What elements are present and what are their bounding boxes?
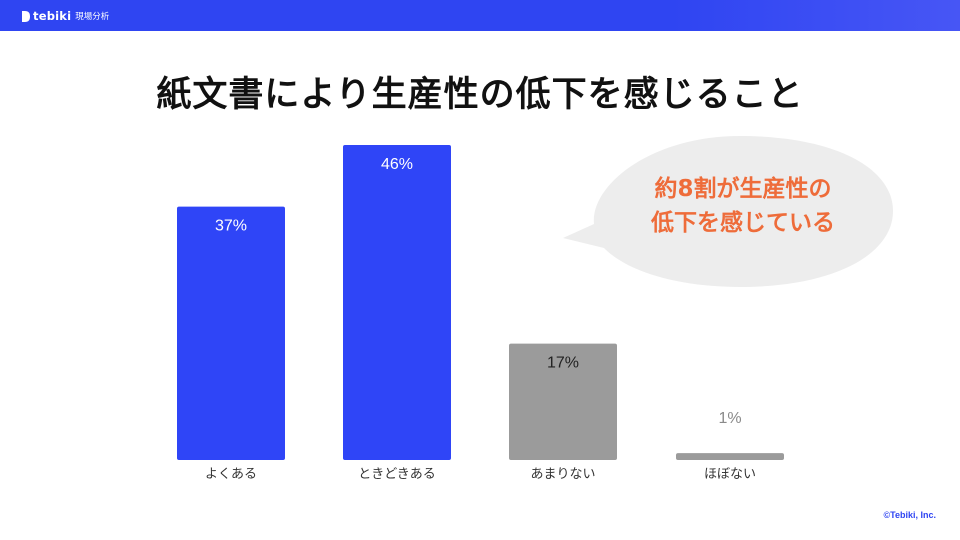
bar-2 (343, 145, 451, 460)
speech-bubble (563, 136, 893, 287)
brand-name: tebiki (33, 9, 72, 23)
callout-line-2: 低下を感じている (651, 210, 835, 236)
header-bar: tebiki 現場分析 (0, 0, 960, 31)
category-label: あまりない (530, 467, 595, 482)
bar-1 (177, 206, 285, 460)
category-label: ほぼない (704, 467, 756, 482)
bar-value-label: 46% (381, 156, 413, 173)
category-label: ときどきある (358, 467, 436, 482)
bar-3 (509, 343, 617, 460)
callout-line-1: 約8割が生産性の (654, 176, 832, 202)
callout-text: 約8割が生産性の 低下を感じている (598, 172, 888, 240)
product-name: 現場分析 (75, 12, 110, 22)
category-label: よくある (205, 467, 257, 482)
bar-value-label: 17% (547, 355, 579, 372)
brand-logo: tebiki 現場分析 (22, 9, 109, 23)
bar-4 (676, 453, 784, 460)
slide-title: 紙文書により生産性の低下を感じること (156, 75, 804, 115)
bar-value-label: 37% (215, 218, 247, 235)
bar-value-label: 1% (718, 410, 741, 427)
tebiki-logo-icon (22, 10, 30, 22)
copyright: ©Tebiki, Inc. (883, 510, 936, 520)
